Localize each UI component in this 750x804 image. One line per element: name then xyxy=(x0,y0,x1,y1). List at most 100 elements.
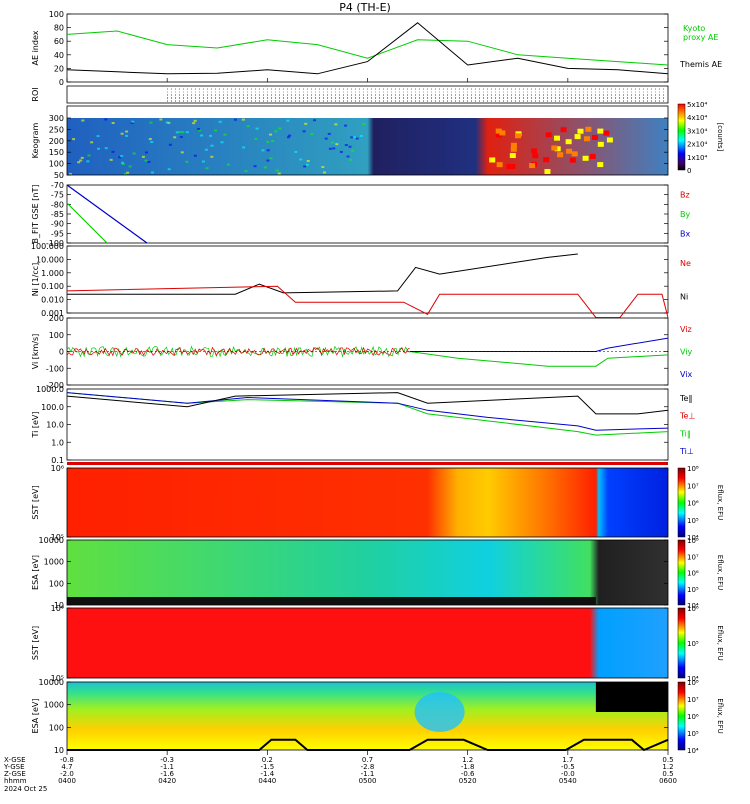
keogram-aurora xyxy=(551,146,557,151)
keogram-speckle xyxy=(97,135,100,137)
velocity-ytick-label: 0 xyxy=(59,348,64,357)
keogram-speckle xyxy=(192,122,195,124)
keogram-aurora xyxy=(607,137,613,142)
bfield-frame xyxy=(67,185,668,243)
keogram-aurora xyxy=(583,156,589,161)
keogram-aurora xyxy=(603,131,609,136)
keogram-aurora xyxy=(572,151,578,156)
keogram-speckle xyxy=(97,148,100,150)
sst_i-colorbar-label: Eflux, EFU xyxy=(716,625,724,660)
keogram-speckle xyxy=(269,157,272,159)
keogram-speckle xyxy=(209,135,212,137)
esa_e-colorbar-tick: 10⁵ xyxy=(687,586,699,594)
keogram-speckle xyxy=(362,123,365,125)
velocity-viy-tail xyxy=(410,352,668,367)
density-ni-line xyxy=(67,254,578,294)
keogram-speckle xyxy=(278,127,281,129)
keogram-speckle xyxy=(267,149,270,151)
keogram-aurora xyxy=(566,139,572,144)
ae-ytick-label: 0 xyxy=(59,78,64,87)
ae-ytick-label: 100 xyxy=(49,10,64,19)
keogram-speckle xyxy=(356,138,359,140)
ae-frame xyxy=(67,14,668,82)
esa_i-colorbar-tick: 10⁷ xyxy=(687,696,699,704)
keogram-speckle xyxy=(121,162,124,164)
sst_e-colorbar-tick: 10⁷ xyxy=(687,482,699,490)
keogram-aurora xyxy=(592,135,598,140)
keogram-speckle xyxy=(125,135,128,137)
esa_i-colorbar-tick: 10⁶ xyxy=(687,713,699,721)
keogram-aurora xyxy=(546,132,552,137)
density-legend-1: Ni xyxy=(680,292,688,301)
keogram-speckle xyxy=(112,122,115,124)
keogram-speckle xyxy=(200,135,203,137)
x-tick-hhmm: 0600 xyxy=(659,777,677,785)
keogram-aurora xyxy=(544,169,550,174)
bfield-legend-0: Bz xyxy=(680,191,690,200)
sst_i-colorbar-tick: 10⁵ xyxy=(687,640,699,648)
esa_e-ylabel: ESA [eV] xyxy=(31,555,40,590)
keogram-speckle xyxy=(205,149,208,151)
keogram-aurora xyxy=(532,153,538,158)
bfield-legend-2: Bx xyxy=(680,229,690,238)
keogram-speckle xyxy=(286,120,289,122)
keogram-speckle xyxy=(331,141,334,143)
sst_e-colorbar-label: Eflux, EFU xyxy=(716,485,724,520)
keogram-speckle xyxy=(81,119,84,121)
keogram-speckle xyxy=(271,140,274,142)
keogram-speckle xyxy=(131,121,134,123)
keogram-speckle xyxy=(325,138,328,140)
keogram-speckle xyxy=(176,131,179,133)
keogram-speckle xyxy=(211,145,214,147)
keogram-aurora xyxy=(597,129,603,134)
esa_i-ylabel: ESA [eV] xyxy=(31,699,40,734)
esa_i-ytick-label: 100 xyxy=(49,723,64,732)
chart-title: P4 (TH-E) xyxy=(339,1,391,14)
sst_e-colorbar-tick: 10⁶ xyxy=(687,500,699,508)
velocity-ytick-label: -100 xyxy=(46,364,64,373)
panels-group: 020406080100AE indexKyotoproxy AEThemis … xyxy=(31,10,724,755)
ae-legend-kyoto-line2: proxy AE xyxy=(683,33,718,42)
keogram-speckle xyxy=(168,168,171,170)
keogram-speckle xyxy=(335,143,338,145)
sst_e-colorbar-tick: 10⁵ xyxy=(687,517,699,525)
temperature-legend-1: Te⊥ xyxy=(679,412,695,421)
keogram-speckle xyxy=(349,146,352,148)
keogram-speckle xyxy=(266,160,269,162)
keogram-speckle xyxy=(105,147,108,149)
keogram-aurora xyxy=(499,130,505,135)
keogram-aurora xyxy=(590,154,596,159)
keogram-speckle xyxy=(181,151,184,153)
velocity-legend-1: Viy xyxy=(680,348,693,357)
keogram-speckle xyxy=(274,130,277,132)
keogram-aurora xyxy=(506,164,512,169)
sst_i-colorbar xyxy=(678,608,685,678)
keogram-aurora xyxy=(570,158,576,163)
temperature-tepar-line xyxy=(67,393,668,414)
keogram-aurora xyxy=(529,163,535,168)
keogram-aurora xyxy=(497,162,503,167)
keogram-colorbar-tick: 0 xyxy=(687,167,691,175)
keogram-speckle xyxy=(360,135,363,137)
x-row-label-3: hhmm xyxy=(4,777,27,785)
keogram-speckle xyxy=(254,138,257,140)
keogram-ytick-label: 250 xyxy=(49,125,64,134)
keogram-speckle xyxy=(120,155,123,157)
keogram-speckle xyxy=(81,157,84,159)
keogram-colorbar-tick: 2x10⁴ xyxy=(687,141,708,149)
keogram-speckle xyxy=(299,158,302,160)
sst_e-ytick-label: 10⁶ xyxy=(51,464,64,473)
keogram-speckle xyxy=(223,134,226,136)
keogram-colorbar-tick: 1x10⁴ xyxy=(687,154,708,162)
density-ytick-label: 0.010 xyxy=(41,296,64,305)
keogram-aurora xyxy=(577,129,583,134)
temperature-ytick-label: 10.0 xyxy=(46,421,64,430)
ae-ytick-label: 80 xyxy=(54,24,64,33)
keogram-speckle xyxy=(347,156,350,158)
ae-ytick-label: 20 xyxy=(54,64,64,73)
keogram-ytick-label: 300 xyxy=(49,114,64,123)
keogram-speckle xyxy=(180,136,183,138)
keogram-speckle xyxy=(247,125,250,127)
keogram-speckle xyxy=(206,167,209,169)
esa_e-colorbar-tick: 10⁸ xyxy=(687,537,699,545)
